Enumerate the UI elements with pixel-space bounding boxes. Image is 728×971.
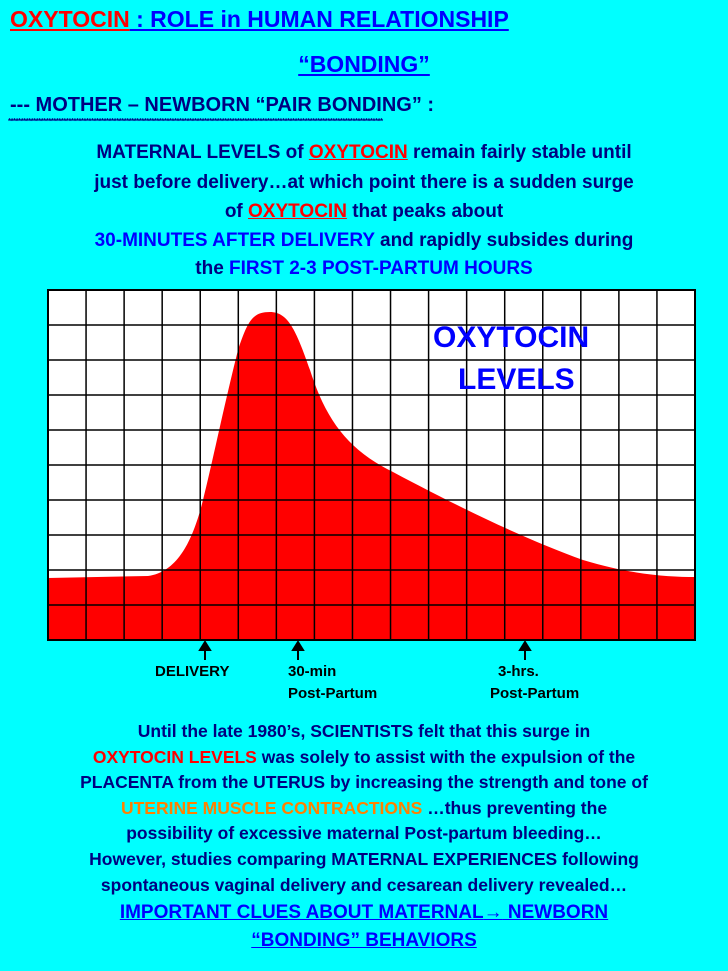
text-segment: and rapidly subsides during: [374, 230, 634, 251]
body-line: possibility of excessive maternal Post-p…: [0, 823, 728, 843]
text-segment: spontaneous vaginal delivery and cesarea…: [100, 875, 628, 895]
text-segment: …thus preventing the: [422, 798, 608, 818]
text-segment: OXYTOCIN: [248, 201, 347, 222]
text-segment: UTERINE MUSCLE CONTRACTIONS: [120, 798, 423, 818]
body-line: PLACENTA from the UTERUS by increasing t…: [0, 772, 728, 792]
text-segment: Until the late 1980’s, SCIENTISTS felt t…: [137, 721, 591, 741]
text-segment: “BONDING” BEHAVIORS: [251, 930, 477, 951]
chart: [47, 289, 696, 641]
body-line: “BONDING” BEHAVIORS: [0, 931, 728, 950]
intro-line: MATERNAL LEVELS of OXYTOCIN remain fairl…: [0, 143, 728, 162]
intro-line: of OXYTOCIN that peaks about: [0, 202, 728, 221]
chart-label: OXYTOCIN: [433, 321, 590, 354]
text-segment: the: [195, 258, 230, 279]
subtitle: “BONDING”: [0, 53, 728, 76]
intro-line: just before delivery…at which point ther…: [0, 173, 728, 192]
text-segment: PLACENTA from the UTERUS by increasing t…: [80, 772, 648, 792]
oxytocin-curve: [48, 312, 695, 640]
text-segment: OXYTOCIN: [10, 6, 130, 32]
chart-frame: [47, 289, 696, 641]
text-segment: was solely to assist with the expulsion …: [256, 747, 636, 767]
text-segment: IMPORTANT CLUES ABOUT MATERNAL: [119, 902, 484, 923]
text-segment: NEWBORN: [502, 902, 609, 923]
intro-line: 30-MINUTES AFTER DELIVERY and rapidly su…: [0, 231, 728, 250]
grid: [48, 290, 695, 640]
body-line: OXYTOCIN LEVELS was solely to assist wit…: [0, 747, 728, 767]
body-line: However, studies comparing MATERNAL EXPE…: [0, 849, 728, 869]
marker-label: DELIVERY: [155, 663, 230, 680]
arrows: [198, 640, 532, 660]
text-segment: --- MOTHER – NEWBORN “PAIR BONDING” :: [10, 94, 435, 116]
text-segment: : ROLE in HUMAN RELATIONSHIP: [129, 6, 509, 32]
marker-label: 3-hrs.: [498, 663, 539, 680]
body-line: IMPORTANT CLUES ABOUT MATERNAL→ NEWBORN: [0, 903, 728, 922]
text-segment: OXYTOCIN: [308, 142, 408, 163]
title: OXYTOCIN : ROLE in HUMAN RELATIONSHIP: [10, 8, 509, 31]
intro-line: the FIRST 2-3 POST-PARTUM HOURS: [0, 259, 728, 278]
text-segment: remain fairly stable until: [407, 142, 632, 163]
text-segment: possibility of excessive maternal Post-p…: [126, 823, 602, 843]
marker-label: Post-Partum: [288, 685, 378, 702]
text-segment: ****************************************…: [8, 117, 383, 126]
text-segment: just before delivery…at which point ther…: [94, 172, 634, 193]
marker-label: Post-Partum: [490, 685, 580, 702]
text-segment: However, studies comparing MATERNAL EXPE…: [89, 849, 639, 869]
text-segment: FIRST 2-3 POST-PARTUM HOURS: [229, 258, 533, 279]
text-segment: MATERNAL LEVELS of: [96, 142, 309, 163]
text-segment: →: [483, 902, 503, 923]
section-heading: --- MOTHER – NEWBORN “PAIR BONDING” :: [10, 95, 434, 115]
body-line: UTERINE MUSCLE CONTRACTIONS …thus preven…: [0, 798, 728, 818]
body-line: spontaneous vaginal delivery and cesarea…: [0, 875, 728, 895]
body-line: Until the late 1980’s, SCIENTISTS felt t…: [0, 721, 728, 741]
text-segment: OXYTOCIN LEVELS: [92, 747, 257, 767]
text-segment: of: [224, 201, 249, 222]
chart-label: LEVELS: [458, 363, 575, 396]
divider: ****************************************…: [8, 117, 383, 126]
marker-label: 30-min: [288, 663, 337, 680]
text-segment: that peaks about: [346, 201, 504, 222]
text-segment: “BONDING”: [298, 51, 430, 77]
text-segment: 30-MINUTES AFTER DELIVERY: [94, 230, 375, 251]
